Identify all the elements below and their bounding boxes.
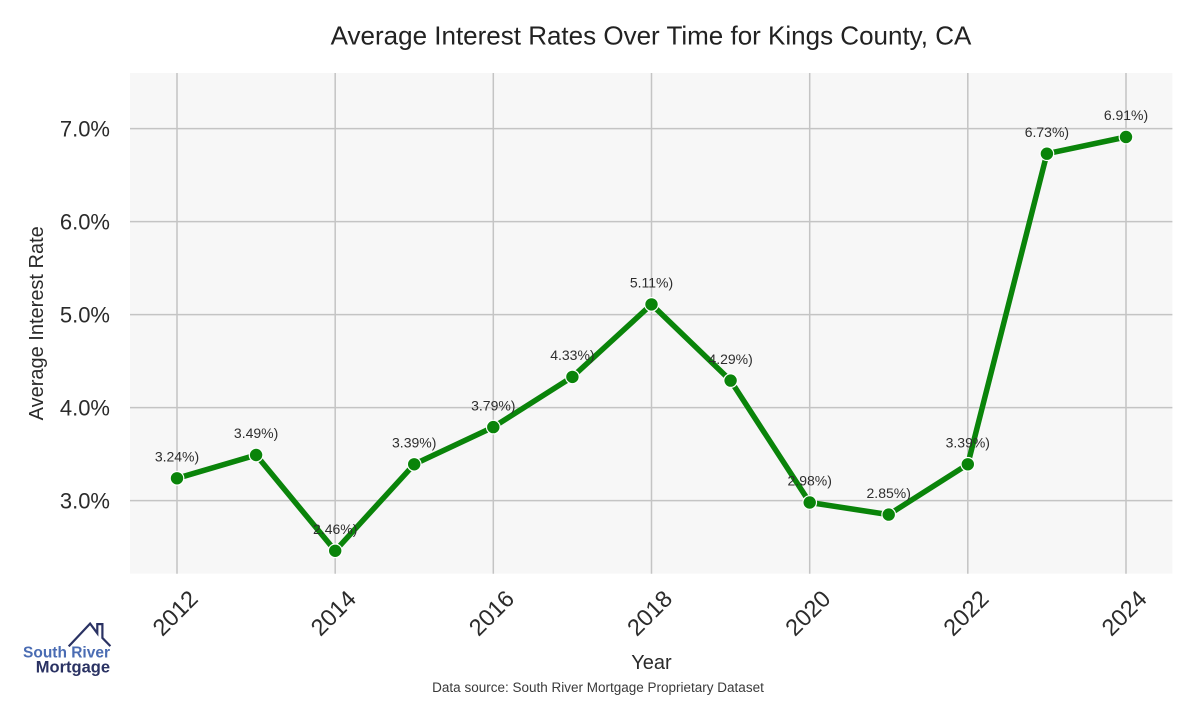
svg-text:3.24%): 3.24%) <box>155 449 199 465</box>
svg-text:Data source: South River Mortg: Data source: South River Mortgage Propri… <box>432 680 764 695</box>
svg-text:Average Interest Rates Over Ti: Average Interest Rates Over Time for Kin… <box>331 21 972 51</box>
svg-text:Mortgage: Mortgage <box>36 659 110 677</box>
svg-text:3.39%): 3.39%) <box>946 435 990 451</box>
svg-text:2016: 2016 <box>464 585 519 640</box>
svg-text:Year: Year <box>631 652 672 674</box>
svg-text:2.98%): 2.98%) <box>788 473 832 489</box>
svg-text:2020: 2020 <box>780 585 835 640</box>
svg-text:Average Interest Rate: Average Interest Rate <box>26 226 48 420</box>
svg-text:3.0%: 3.0% <box>60 488 110 513</box>
svg-text:2018: 2018 <box>622 585 677 640</box>
svg-text:2014: 2014 <box>306 585 361 640</box>
svg-text:4.33%): 4.33%) <box>550 347 594 363</box>
svg-text:3.79%): 3.79%) <box>471 397 515 413</box>
svg-text:7.0%: 7.0% <box>60 116 110 141</box>
svg-text:2.85%): 2.85%) <box>867 485 911 501</box>
svg-text:3.49%): 3.49%) <box>234 425 278 441</box>
svg-text:6.91%): 6.91%) <box>1104 107 1148 123</box>
svg-text:2024: 2024 <box>1096 585 1151 640</box>
svg-text:4.0%: 4.0% <box>60 395 110 420</box>
svg-text:South River: South River <box>23 645 110 662</box>
svg-text:6.0%: 6.0% <box>60 209 110 234</box>
svg-text:4.29%): 4.29%) <box>708 351 752 367</box>
svg-text:5.0%: 5.0% <box>60 302 110 327</box>
svg-text:2022: 2022 <box>938 585 993 640</box>
svg-text:2012: 2012 <box>147 585 202 640</box>
svg-text:3.39%): 3.39%) <box>392 435 436 451</box>
svg-text:5.11%): 5.11%) <box>630 275 673 291</box>
svg-text:2.46%): 2.46%) <box>313 521 357 537</box>
svg-text:6.73%): 6.73%) <box>1025 124 1069 140</box>
